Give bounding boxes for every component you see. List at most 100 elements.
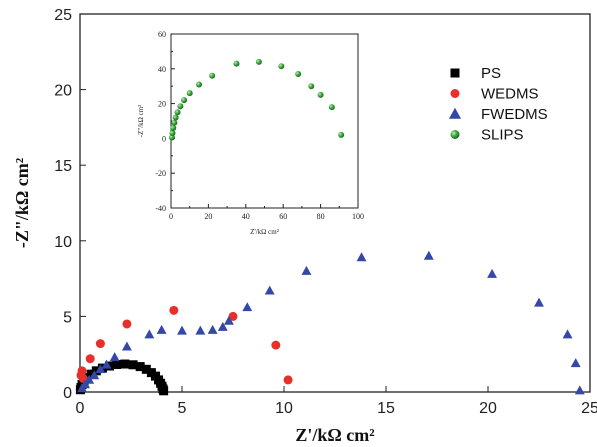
ps-point	[159, 386, 169, 396]
fwedms-point	[223, 315, 234, 325]
fwedms-point	[301, 265, 312, 275]
fwedms-point	[570, 358, 581, 368]
wedms-point	[122, 319, 132, 329]
inset-x-axis-title: Z'/kΩ cm²	[250, 228, 279, 236]
legend-label-fwedms: FWEDMS	[481, 106, 548, 123]
fwedms-point	[156, 324, 167, 334]
ps-point	[112, 359, 122, 369]
plot-frame	[79, 13, 591, 393]
inset-y-tick-label: 0	[162, 134, 166, 143]
y-tick-label: 25	[54, 7, 72, 24]
legend-label-ps: PS	[481, 65, 501, 82]
wedms-point	[271, 340, 281, 350]
fwedms-point	[101, 359, 112, 369]
wedms-point	[95, 339, 105, 349]
wedms-point	[169, 305, 179, 315]
inset-x-tick-label: 100	[352, 212, 364, 221]
legend-marker-ps	[450, 68, 460, 78]
fwedms-point	[89, 370, 100, 380]
ps-point	[135, 362, 145, 372]
ps-point	[141, 364, 151, 374]
inset-x-tick-label: 0	[169, 212, 173, 221]
inset-slips-point	[338, 131, 345, 138]
ps-point	[120, 359, 130, 369]
inset-plot-frame	[170, 33, 359, 209]
ps-point	[128, 360, 138, 370]
inset-slips-point	[172, 114, 179, 121]
ps-point	[91, 366, 101, 376]
fwedms-point	[144, 329, 155, 339]
fwedms-point	[217, 321, 228, 331]
fwedms-point	[121, 341, 132, 351]
y-tick-label: 15	[54, 158, 72, 175]
inset-x-tick-label: 20	[204, 212, 212, 221]
x-tick-label: 15	[377, 400, 395, 417]
series-wedms	[76, 305, 293, 385]
fwedms-point	[84, 374, 95, 384]
y-tick-label: 5	[63, 309, 72, 326]
inset-slips-point	[186, 90, 193, 97]
inset-slips-point	[209, 72, 216, 79]
y-tick-label: 0	[63, 385, 72, 402]
inset-y-axis-title: -Z"/kΩ cm²	[137, 105, 145, 138]
wedms-point	[77, 366, 87, 376]
inset-slips-point	[181, 97, 188, 104]
y-axis-title: -Z"/kΩ cm²	[12, 158, 32, 248]
fwedms-point	[574, 385, 585, 395]
fwedms-point	[356, 252, 367, 262]
fwedms-point	[177, 325, 187, 335]
inset-series-slips	[168, 58, 345, 141]
inset-slips-point	[328, 104, 335, 111]
inset-y-tick-label: -40	[155, 204, 166, 213]
inset-y-tick-label: 40	[158, 65, 166, 74]
inset-x-tick-label: 60	[279, 212, 287, 221]
legend-marker-fwedms	[448, 107, 462, 119]
inset-slips-point	[308, 83, 315, 90]
inset-slips-point	[168, 134, 175, 141]
inset-x-tick-label: 40	[242, 212, 250, 221]
fwedms-point	[80, 379, 91, 389]
inset-slips-point	[278, 63, 285, 70]
inset-slips-point	[255, 58, 262, 65]
inset-slips-point	[196, 81, 203, 88]
wedms-point	[283, 375, 293, 385]
fwedms-point	[562, 329, 573, 339]
wedms-point	[85, 354, 95, 364]
x-tick-label: 20	[479, 400, 497, 417]
x-tick-label: 0	[76, 400, 85, 417]
inset-slips-point	[171, 119, 178, 126]
y-tick-label: 10	[54, 234, 72, 251]
legend: PS WEDMS FWEDMS SLIPS	[448, 65, 548, 144]
ps-point	[86, 369, 96, 379]
fwedms-point	[487, 268, 498, 278]
inset-slips-point	[174, 109, 181, 116]
inset-slips-point	[233, 60, 240, 67]
y-tick-label: 20	[54, 83, 72, 100]
inset-y-tick-label: 60	[158, 30, 166, 39]
fwedms-point	[109, 352, 120, 362]
inset-slips-point	[170, 124, 177, 131]
fwedms-point	[242, 302, 253, 312]
x-axis-title: Z'/kΩ cm²	[295, 425, 374, 445]
fwedms-point	[423, 250, 434, 260]
fwedms-point	[195, 325, 206, 335]
inset-slips-point	[169, 130, 176, 137]
main-plot: 0 5 10 15 20 25 0 5 10 15 20 25 Z'/kΩ cm² -Z"/kΩ cm²	[12, 7, 597, 445]
inset-slips-point	[317, 91, 324, 98]
x-tick-label: 25	[581, 400, 597, 417]
wedms-point	[228, 311, 238, 321]
x-tick-label: 5	[178, 400, 187, 417]
legend-marker-wedms	[450, 89, 460, 98]
fwedms-point	[207, 324, 218, 334]
legend-label-slips: SLIPS	[481, 127, 524, 144]
fwedms-point	[264, 285, 275, 295]
inset-y-tick-label: -20	[155, 169, 166, 178]
inset-x-tick-label: 80	[317, 212, 325, 221]
series-fwedms	[77, 250, 585, 395]
x-tick-label: 10	[275, 400, 293, 417]
inset-y-tick-label: 20	[158, 100, 166, 109]
legend-label-wedms: WEDMS	[481, 86, 539, 103]
legend-marker-slips	[450, 130, 460, 139]
